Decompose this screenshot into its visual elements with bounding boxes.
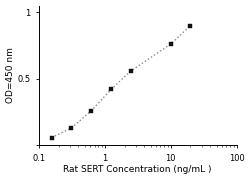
X-axis label: Rat SERT Concentration (ng/mL ): Rat SERT Concentration (ng/mL ) — [64, 165, 212, 174]
Y-axis label: OD=450 nm: OD=450 nm — [6, 48, 15, 103]
